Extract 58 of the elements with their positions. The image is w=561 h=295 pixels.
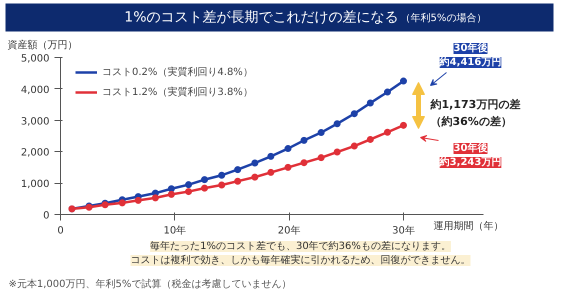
y-tick-label: 3,000	[20, 116, 50, 128]
point	[168, 190, 175, 198]
point	[267, 168, 274, 176]
annotation: 30年後	[454, 142, 488, 154]
point	[318, 154, 325, 162]
x-tick-label: 0	[57, 226, 64, 236]
x-tick-label: 30年	[392, 224, 415, 236]
y-tick-label: 5,000	[20, 54, 50, 64]
point	[334, 148, 341, 156]
point	[334, 120, 341, 128]
y-tick-label: 4,000	[20, 84, 50, 96]
point	[118, 199, 126, 206]
text: ※元本1,000万円、年利5%で試算（税金は考慮していません）	[8, 278, 292, 290]
chart-title: 1%のコスト差が長期でこれだけの差になる	[124, 10, 399, 26]
y-tick-label: 2,000	[20, 148, 50, 159]
point	[218, 172, 226, 179]
point	[234, 166, 242, 174]
x-tick-label: 20年	[278, 224, 301, 236]
text: コストは複利で効き、しかも毎年確実に引かれるため、回復ができません。	[130, 254, 470, 266]
point	[201, 176, 208, 184]
point	[218, 181, 226, 188]
point	[152, 194, 159, 202]
point	[300, 136, 308, 144]
point	[234, 178, 242, 185]
point	[185, 188, 192, 196]
point	[384, 88, 391, 96]
point	[134, 196, 142, 204]
point	[251, 174, 258, 181]
point	[267, 152, 274, 160]
chart-subtitle: （年利5%の場合）	[400, 12, 486, 24]
point	[366, 100, 374, 107]
point	[185, 181, 192, 188]
y-axis-title: 資産額（万円）	[8, 39, 78, 51]
point	[168, 185, 175, 192]
point	[366, 136, 374, 143]
text: 30年後	[454, 42, 488, 54]
x-tick-label: 10年	[163, 224, 186, 236]
annotation: 約3,243万円	[438, 156, 502, 168]
point	[318, 129, 325, 136]
point	[400, 78, 407, 85]
y-tick-label: 1,000	[20, 179, 50, 190]
point	[201, 184, 208, 192]
text: 毎年たった1%のコスト差でも、30年で約36%もの差になります。	[150, 240, 451, 252]
point	[350, 110, 358, 118]
point	[284, 164, 292, 171]
annotation: 約1,173万円の差	[430, 98, 520, 111]
legend-label: コスト1.2%（実質利回り3.8%）	[102, 86, 253, 99]
x-axis-title: 運用期間（年）	[434, 220, 504, 232]
point	[284, 145, 292, 152]
point	[350, 142, 358, 150]
legend-label: コスト0.2%（実質利回り4.8%）	[102, 66, 253, 79]
annotation: （約36%の差）	[430, 115, 512, 128]
point	[251, 160, 258, 166]
annotation: 約4,416万円	[438, 56, 502, 68]
point	[400, 122, 407, 129]
point	[384, 128, 391, 136]
point	[300, 159, 308, 166]
y-tick-label: 0	[43, 210, 50, 222]
